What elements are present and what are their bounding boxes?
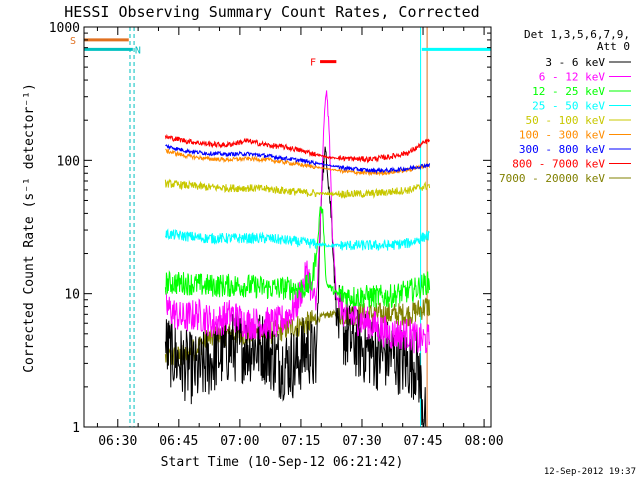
series-line bbox=[164, 133, 431, 164]
series-line bbox=[164, 90, 431, 354]
y-axis: 1 10 100 1000 bbox=[49, 21, 491, 436]
attenuator-level-label: S bbox=[70, 36, 76, 47]
legend-entry-label: 100 - 300 keV bbox=[519, 129, 605, 142]
y-tick-label: 1000 bbox=[49, 21, 80, 36]
legend-header: Att 0 bbox=[597, 40, 630, 53]
series-line bbox=[164, 146, 427, 427]
attenuator-state-lines bbox=[129, 27, 491, 427]
series-line bbox=[165, 143, 431, 175]
flare-marker-group: S N F bbox=[70, 36, 337, 69]
series-line bbox=[164, 228, 430, 252]
y-tick-label: 100 bbox=[57, 154, 80, 169]
legend-entry-label: 12 - 25 keV bbox=[532, 85, 605, 98]
x-tick-label: 07:45 bbox=[403, 434, 442, 449]
series-line bbox=[165, 148, 431, 177]
x-tick-label: 07:00 bbox=[220, 434, 259, 449]
legend-entry-label: 800 - 7000 keV bbox=[512, 158, 605, 171]
legend-entry-label: 300 - 800 keV bbox=[519, 143, 605, 156]
series-line bbox=[164, 297, 431, 367]
legend-entry-label: 3 - 6 keV bbox=[545, 56, 605, 69]
legend-entry-label: 6 - 12 keV bbox=[539, 71, 606, 84]
attenuator-levels bbox=[84, 38, 491, 51]
series-group bbox=[164, 90, 431, 427]
chart-title: HESSI Observing Summary Count Rates, Cor… bbox=[64, 3, 479, 21]
y-tick-label: 1 bbox=[72, 421, 80, 436]
legend-entry-label: 7000 - 20000 keV bbox=[499, 172, 605, 185]
series-line bbox=[164, 206, 431, 309]
legend-entry-label: 25 - 50 keV bbox=[532, 100, 605, 113]
y-axis-label: Corrected Count Rate (s⁻¹ detector⁻¹) bbox=[22, 83, 37, 373]
y-tick-label: 10 bbox=[64, 288, 80, 303]
x-tick-label: 07:15 bbox=[281, 434, 320, 449]
series-line bbox=[164, 178, 431, 199]
legend-entry-label: 50 - 100 keV bbox=[526, 114, 606, 127]
x-tick-label: 07:30 bbox=[342, 434, 381, 449]
y-axis-label-text: Corrected Count Rate (s⁻¹ detector⁻¹) bbox=[22, 83, 37, 373]
legend-header: Det 1,3,5,6,7,9, bbox=[524, 28, 630, 41]
x-tick-label: 08:00 bbox=[465, 434, 504, 449]
x-tick-label: 06:45 bbox=[159, 434, 198, 449]
plot-frame bbox=[83, 26, 492, 428]
x-axis-label: Start Time (10-Sep-12 06:21:42) bbox=[161, 455, 404, 470]
x-axis: 06:30 06:45 07:00 07:15 07:30 07:45 08:00 bbox=[96, 27, 504, 449]
legend: Det 1,3,5,6,7,9,Att 0 3 - 6 keV 6 - 12 keV… bbox=[499, 28, 631, 185]
x-tick-label: 06:30 bbox=[98, 434, 137, 449]
footer-timestamp: 12-Sep-2012 19:37 bbox=[544, 467, 636, 477]
flare-marker-label: F bbox=[310, 58, 316, 69]
attenuator-level-label: N bbox=[135, 45, 141, 56]
